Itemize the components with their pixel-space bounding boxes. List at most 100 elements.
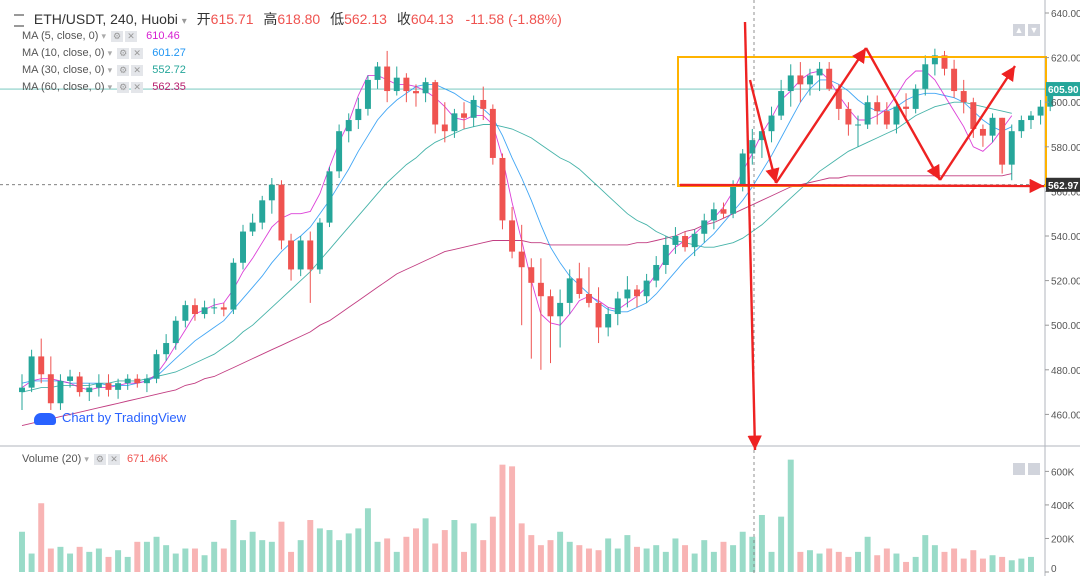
volume-bar	[710, 551, 717, 572]
candle-body	[999, 117, 1006, 165]
chart-menu-icon[interactable]	[14, 13, 24, 27]
maximize-icon[interactable]	[1013, 463, 1025, 475]
close-icon[interactable]: ✕	[107, 453, 120, 465]
candle-body	[720, 209, 727, 214]
settings-icon[interactable]: ⚙	[111, 30, 124, 42]
symbol-label[interactable]: ETH/USDT, 240, Huobi	[33, 11, 178, 27]
volume-bar	[585, 548, 592, 572]
candle-body	[307, 240, 314, 270]
ma60-legend[interactable]: MA (60, close, 0) ▾ ⚙ ✕ 562.35	[22, 81, 186, 93]
close-icon[interactable]: ✕	[131, 64, 144, 76]
price-tick-label: 500.00	[1051, 321, 1080, 332]
price-axis: 640.00 620.00 600.00 580.00 560.00 540.00 520.…	[1045, 9, 1080, 575]
maximize-icon[interactable]: ▲	[1013, 24, 1025, 36]
settings-icon[interactable]: ⚙	[117, 64, 130, 76]
price-tick-label: 620.00	[1051, 54, 1080, 65]
candle-body	[614, 298, 621, 315]
candle-body	[509, 220, 516, 252]
candle-body	[105, 383, 112, 390]
volume-bar	[931, 545, 938, 572]
chevron-down-icon[interactable]: ▾	[107, 65, 113, 75]
volume-tick-label: 600K	[1051, 467, 1075, 478]
ma10-legend[interactable]: MA (10, close, 0) ▾ ⚙ ✕ 601.27	[22, 47, 186, 59]
tradingview-watermark[interactable]: Chart by TradingView	[34, 410, 186, 425]
candle-body	[672, 236, 679, 245]
close-icon[interactable]: ✕	[131, 81, 144, 93]
candle-body	[710, 209, 717, 221]
settings-icon[interactable]: ⚙	[117, 47, 130, 59]
volume-bar	[701, 540, 708, 572]
collapse-icon[interactable]	[1028, 463, 1040, 475]
volume-bar	[413, 528, 419, 572]
candle-body	[653, 264, 660, 281]
volume-bar	[874, 555, 881, 572]
candle-body	[19, 387, 25, 393]
volume-bar	[537, 545, 544, 572]
candle-body	[941, 55, 948, 69]
volume-bar	[787, 459, 794, 572]
candle-body	[662, 244, 669, 265]
close-icon[interactable]: ✕	[125, 30, 138, 42]
candle-body	[297, 240, 304, 270]
candle-body	[797, 75, 804, 85]
candle-body	[240, 231, 246, 263]
volume-bar	[38, 503, 45, 572]
candle-body	[989, 117, 996, 136]
chevron-down-icon[interactable]: ▾	[107, 82, 113, 92]
candle-body	[960, 91, 967, 103]
volume-bar	[816, 553, 823, 572]
chevron-down-icon[interactable]: ▾	[101, 31, 107, 41]
volume-bar	[134, 541, 141, 572]
change-value: -11.58 (-1.88%)	[465, 11, 562, 27]
volume-legend[interactable]: Volume (20) ▾ ⚙ ✕ 671.46K	[22, 453, 168, 465]
volume-bar	[67, 553, 74, 572]
ma5-legend[interactable]: MA (5, close, 0) ▾ ⚙ ✕ 610.46	[22, 30, 180, 42]
volume-bar	[720, 541, 727, 572]
candle-body	[95, 383, 102, 388]
open-label: 开	[196, 11, 211, 27]
collapse-icon[interactable]: ▼	[1028, 24, 1040, 36]
volume-bar	[682, 545, 689, 572]
volume-bar	[883, 548, 890, 572]
close-icon[interactable]: ✕	[131, 47, 144, 59]
low-value: 562.13	[344, 11, 387, 27]
candle-body	[1008, 131, 1015, 165]
volume-bar	[297, 540, 304, 572]
volume-bar	[76, 546, 83, 572]
volume-bar	[268, 541, 275, 572]
chevron-down-icon[interactable]: ▾	[84, 454, 89, 464]
volume-bar	[432, 543, 439, 572]
candle-body	[57, 380, 64, 404]
candle-body	[845, 108, 852, 125]
volume-bar	[614, 548, 621, 572]
price-tag	[1046, 177, 1080, 192]
ma-value: 562.35	[152, 81, 186, 93]
volume-bar	[778, 516, 785, 572]
volume-bar	[595, 550, 602, 572]
volume-bar	[172, 553, 179, 572]
volume-bar	[28, 553, 35, 572]
ma30-legend[interactable]: MA (30, close, 0) ▾ ⚙ ✕ 552.72	[22, 64, 186, 76]
settings-icon[interactable]: ⚙	[117, 81, 130, 93]
candle-body	[393, 77, 400, 92]
candle-body	[249, 222, 256, 232]
volume-tick-label: 400K	[1051, 501, 1075, 512]
settings-icon[interactable]: ⚙	[93, 453, 106, 465]
annotation-arrow	[748, 79, 780, 184]
candle-body	[230, 262, 237, 310]
dropdown-chevron-icon[interactable]: ▾	[181, 16, 187, 27]
ma-value: 610.46	[146, 30, 180, 42]
volume-bar	[191, 548, 198, 572]
candle-body	[182, 305, 189, 321]
volume-bar	[691, 553, 698, 572]
volume-bar	[672, 538, 679, 572]
volume-bar	[201, 555, 208, 572]
candle-body	[931, 55, 938, 65]
chevron-down-icon[interactable]: ▾	[107, 48, 113, 58]
candle-body	[970, 102, 977, 129]
volume-bar	[960, 558, 967, 572]
volume-bar	[230, 520, 237, 572]
candle-body	[441, 124, 448, 132]
candle-body	[682, 236, 689, 248]
